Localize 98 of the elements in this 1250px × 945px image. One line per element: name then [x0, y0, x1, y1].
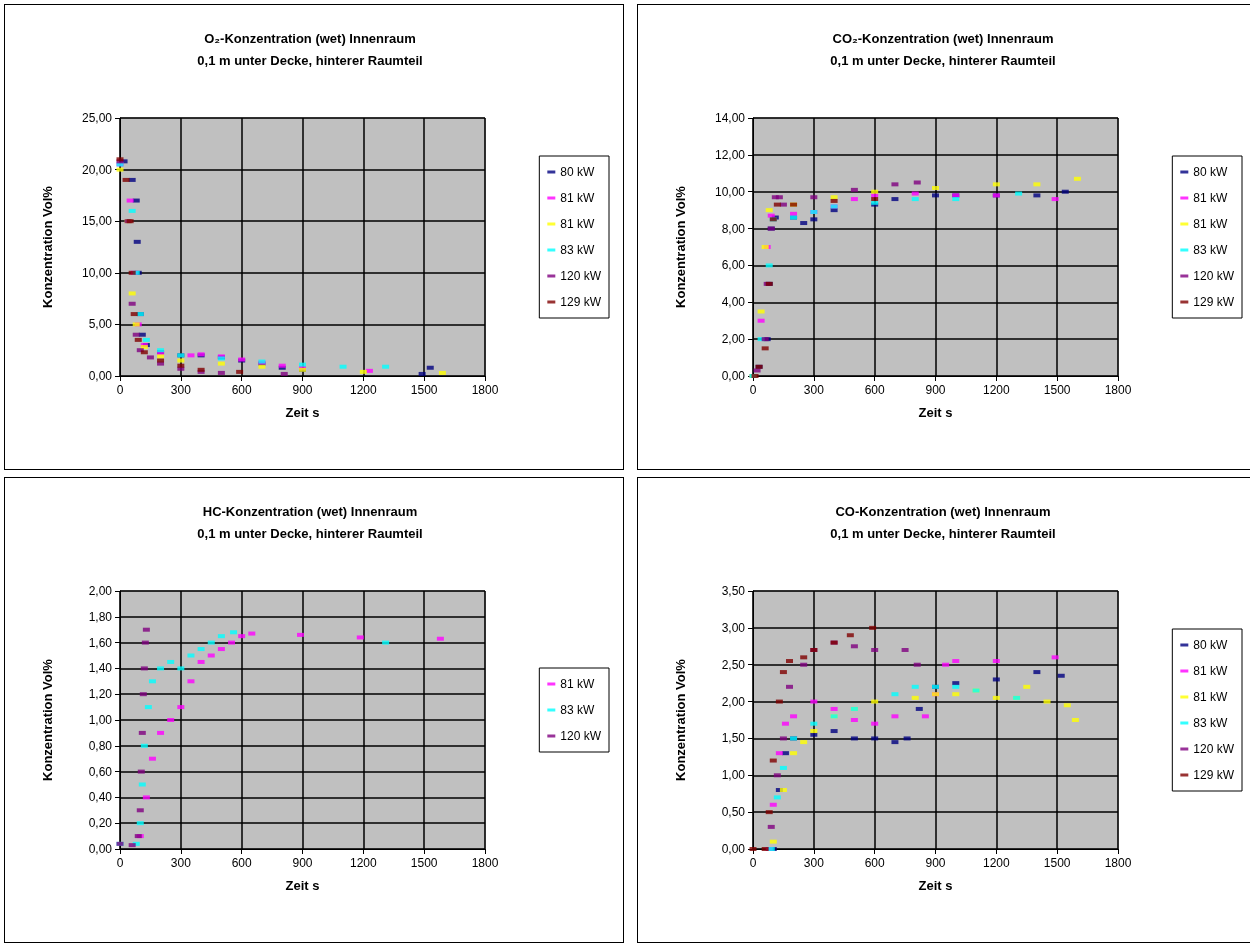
- y-axis-title: Konzentration Vol%: [40, 185, 55, 308]
- x-tick-label: 0: [749, 856, 757, 870]
- y-tick-label: 3,50: [721, 584, 746, 598]
- y-tick-label: 20,00: [81, 162, 113, 177]
- x-axis-title: Zeit s: [918, 405, 953, 420]
- legend-label: 129 kW: [560, 295, 602, 309]
- y-tick-label: 2,00: [721, 332, 746, 347]
- x-tick-label: 1500: [410, 383, 438, 397]
- x-tick-label: 1500: [1043, 856, 1071, 870]
- y-tick-label: 1,00: [88, 713, 113, 727]
- x-tick-label: 1800: [1104, 383, 1132, 397]
- x-tick-label: 1500: [1043, 383, 1071, 397]
- y-tick-label: 4,00: [721, 295, 746, 310]
- chart-title: O₂-Konzentration (wet) Innenraum: [204, 31, 416, 46]
- y-axis-title: Konzentration Vol%: [673, 658, 688, 781]
- legend-label: 120 kW: [1193, 269, 1235, 283]
- chart-title: HC-Konzentration (wet) Innenraum: [202, 504, 418, 519]
- legend-label: 83 kW: [1193, 716, 1228, 730]
- y-tick-label: 25,00: [81, 111, 113, 125]
- y-tick-label: 0,00: [721, 842, 746, 856]
- chart-title: CO₂-Konzentration (wet) Innenraum: [832, 31, 1054, 46]
- chart-subtitle: 0,1 m unter Decke, hinterer Raumteil: [197, 526, 423, 541]
- y-tick-label: 2,50: [721, 657, 746, 672]
- y-tick-label: 10,00: [81, 265, 113, 280]
- y-tick-label: 14,00: [714, 111, 746, 125]
- y-tick-label: 1,60: [88, 635, 113, 650]
- y-axis-title: Konzentration Vol%: [40, 658, 55, 781]
- x-axis-title: Zeit s: [285, 405, 320, 420]
- legend-label: 80 kW: [1193, 165, 1228, 179]
- x-tick-label: 600: [231, 856, 252, 870]
- legend-label: 81 kW: [560, 217, 595, 231]
- chart-subtitle: 0,1 m unter Decke, hinterer Raumteil: [830, 53, 1056, 68]
- x-tick-label: 0: [116, 383, 124, 397]
- legend-label: 120 kW: [560, 269, 602, 283]
- y-tick-label: 1,00: [721, 768, 746, 783]
- legend-label: 129 kW: [1193, 768, 1235, 782]
- legend-label: 83 kW: [1193, 243, 1228, 257]
- y-tick-label: 0,20: [88, 816, 113, 831]
- y-tick-label: 2,00: [721, 694, 746, 709]
- legend-label: 81 kW: [560, 677, 595, 691]
- x-tick-label: 600: [864, 856, 885, 870]
- y-tick-label: 1,40: [88, 661, 113, 676]
- legend-label: 83 kW: [560, 243, 595, 257]
- y-tick-label: 1,20: [88, 687, 113, 702]
- x-axis-title: Zeit s: [285, 878, 320, 893]
- x-tick-label: 900: [925, 383, 946, 397]
- x-tick-label: 1200: [349, 856, 377, 870]
- legend-label: 83 kW: [560, 703, 595, 717]
- x-tick-label: 0: [116, 856, 124, 870]
- x-tick-label: 1200: [982, 383, 1010, 397]
- x-tick-label: 1200: [349, 383, 377, 397]
- legend-label: 129 kW: [1193, 295, 1235, 309]
- legend-label: 120 kW: [1193, 742, 1235, 756]
- y-tick-label: 0,40: [88, 790, 113, 805]
- chart-subtitle: 0,1 m unter Decke, hinterer Raumteil: [830, 526, 1056, 541]
- x-tick-label: 1200: [982, 856, 1010, 870]
- y-tick-label: 0,50: [721, 805, 746, 820]
- x-axis-title: Zeit s: [918, 878, 953, 893]
- x-tick-label: 300: [170, 383, 192, 397]
- x-tick-label: 300: [170, 856, 192, 870]
- x-tick-label: 600: [864, 383, 885, 397]
- y-tick-label: 6,00: [721, 258, 746, 273]
- x-tick-label: 300: [803, 383, 825, 397]
- chart-title: CO-Konzentration (wet) Innenraum: [835, 504, 1051, 519]
- x-tick-label: 900: [925, 856, 946, 870]
- x-tick-label: 300: [803, 856, 825, 870]
- legend-label: 81 kW: [1193, 664, 1228, 678]
- x-tick-label: 1800: [1104, 856, 1132, 870]
- y-tick-label: 12,00: [714, 147, 746, 162]
- y-tick-label: 8,00: [721, 221, 746, 236]
- y-tick-label: 0,00: [88, 842, 113, 856]
- legend-label: 81 kW: [1193, 690, 1228, 704]
- y-tick-label: 0,00: [721, 369, 746, 383]
- y-tick-label: 15,00: [81, 214, 113, 229]
- x-tick-label: 900: [292, 856, 313, 870]
- y-tick-label: 0,60: [88, 764, 113, 779]
- x-tick-label: 600: [231, 383, 252, 397]
- legend-label: 80 kW: [560, 165, 595, 179]
- legend-label: 81 kW: [560, 191, 595, 205]
- y-tick-label: 3,00: [721, 620, 746, 635]
- y-axis-title: Konzentration Vol%: [673, 185, 688, 308]
- y-tick-label: 0,00: [88, 369, 113, 383]
- x-tick-label: 900: [292, 383, 313, 397]
- legend-label: 120 kW: [560, 729, 602, 743]
- y-tick-label: 5,00: [88, 317, 113, 332]
- x-tick-label: 1800: [471, 383, 499, 397]
- y-tick-label: 10,00: [714, 184, 746, 199]
- x-tick-label: 1800: [471, 856, 499, 870]
- chart-subtitle: 0,1 m unter Decke, hinterer Raumteil: [197, 53, 423, 68]
- legend-label: 80 kW: [1193, 638, 1228, 652]
- legend-label: 81 kW: [1193, 191, 1228, 205]
- y-tick-label: 1,50: [721, 731, 746, 746]
- x-tick-label: 0: [749, 383, 757, 397]
- legend-label: 81 kW: [1193, 217, 1228, 231]
- y-tick-label: 0,80: [88, 738, 113, 753]
- x-tick-label: 1500: [410, 856, 438, 870]
- y-tick-label: 1,80: [88, 609, 113, 624]
- y-tick-label: 2,00: [88, 584, 113, 598]
